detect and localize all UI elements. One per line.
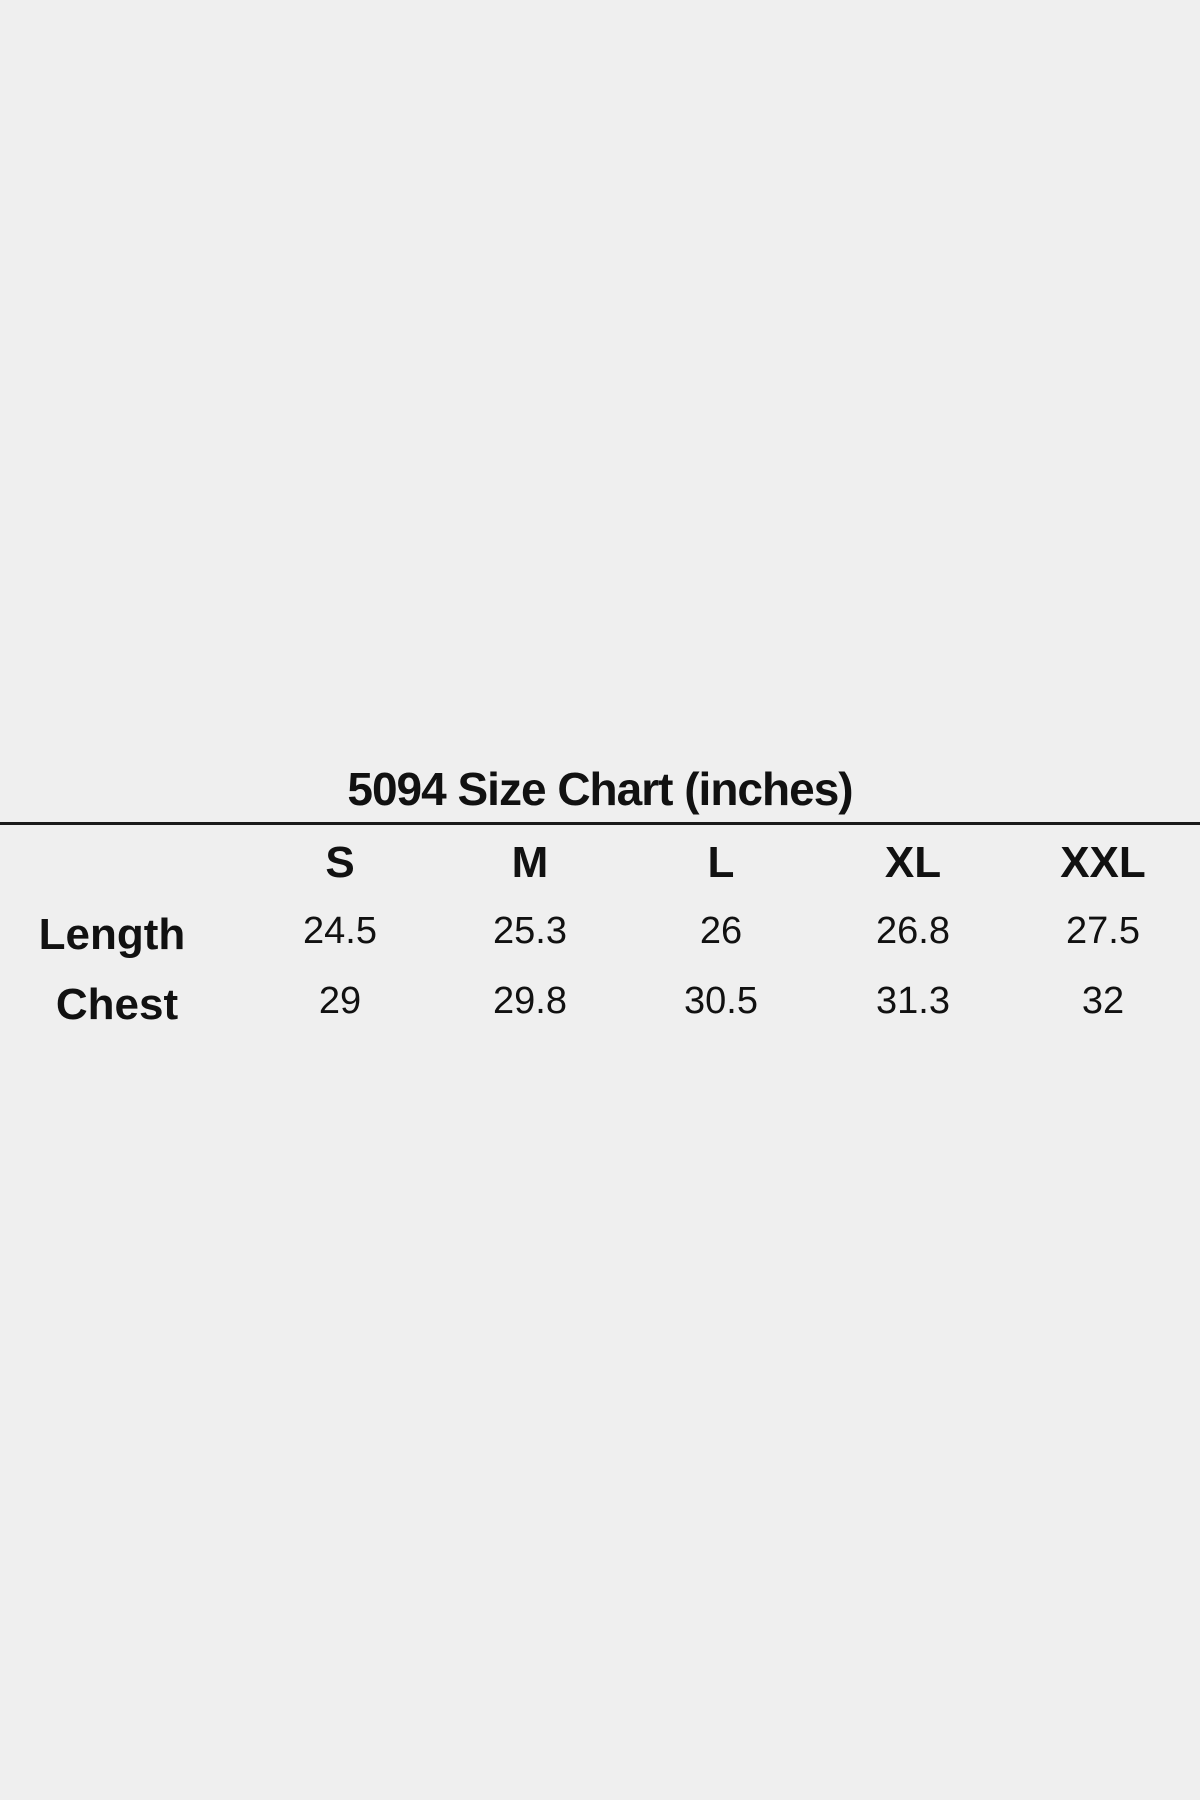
column-header-xl: XL [884, 838, 942, 887]
header-divider [0, 822, 1200, 825]
table-cell: 27.5 [1066, 910, 1140, 952]
table-cell: 32 [1081, 980, 1125, 1022]
row-label-chest: Chest [55, 980, 179, 1029]
table-cell: 24.5 [303, 910, 377, 952]
table-cell: 29.8 [493, 980, 567, 1022]
table-cell: 31.3 [876, 980, 950, 1022]
table-cell: 26.8 [876, 910, 950, 952]
column-header-xxl: XXL [1060, 838, 1146, 887]
column-header-s: S [325, 838, 355, 887]
table-cell: 25.3 [493, 910, 567, 952]
chart-title: 5094 Size Chart (inches) [347, 763, 853, 815]
table-cell: 29 [318, 980, 362, 1022]
column-header-m: M [511, 838, 549, 887]
table-cell: 26 [699, 910, 743, 952]
table-cell: 30.5 [684, 980, 758, 1022]
column-header-l: L [707, 838, 735, 887]
row-label-length: Length [38, 910, 186, 959]
